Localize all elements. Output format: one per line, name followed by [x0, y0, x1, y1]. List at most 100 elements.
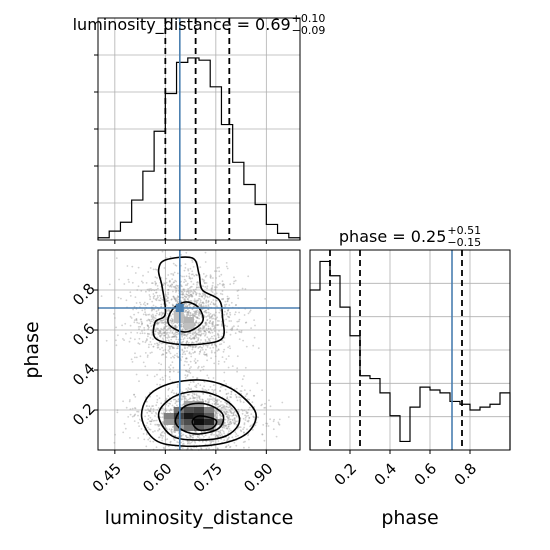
scatter-point — [185, 275, 188, 278]
scatter-point — [198, 286, 201, 288]
scatter-point — [234, 414, 237, 416]
scatter-point — [232, 414, 235, 416]
scatter-point — [205, 353, 208, 356]
scatter-point — [171, 428, 173, 431]
scatter-point — [214, 411, 217, 414]
scatter-point — [227, 316, 230, 318]
scatter-point — [253, 394, 256, 397]
scatter-point — [186, 346, 189, 349]
scatter-point — [155, 411, 157, 414]
scatter-point — [199, 334, 202, 337]
scatter-point — [195, 319, 198, 322]
scatter-point — [210, 398, 213, 401]
scatter-point — [139, 332, 142, 335]
scatter-point — [191, 314, 194, 316]
scatter-point — [161, 376, 164, 379]
scatter-point — [196, 317, 198, 319]
scatter-point — [217, 360, 220, 363]
scatter-point — [197, 322, 200, 325]
scatter-point — [210, 316, 213, 319]
scatter-point — [235, 304, 238, 306]
scatter-point — [230, 429, 232, 432]
scatter-point — [112, 313, 115, 315]
scatter-point — [210, 433, 212, 436]
scatter-point — [183, 396, 186, 399]
scatter-point — [150, 289, 153, 292]
scatter-point — [214, 399, 217, 401]
scatter-point — [199, 329, 202, 332]
scatter-point — [165, 339, 167, 342]
scatter-point — [160, 321, 163, 324]
scatter-point — [189, 314, 192, 317]
scatter-point — [199, 384, 202, 387]
scatter-point — [202, 392, 205, 395]
scatter-point — [212, 384, 215, 386]
scatter-point — [228, 418, 231, 421]
scatter-point — [133, 313, 136, 316]
scatter-point — [174, 285, 177, 288]
scatter-point — [235, 435, 237, 438]
scatter-point — [182, 332, 185, 335]
scatter-point — [221, 426, 224, 429]
scatter-point — [230, 320, 233, 322]
scatter-point — [164, 334, 167, 337]
scatter-point — [190, 280, 193, 283]
scatter-point — [183, 311, 186, 313]
scatter-point — [226, 427, 229, 430]
scatter-point — [193, 337, 196, 339]
scatter-point — [188, 367, 191, 370]
scatter-point — [135, 373, 138, 376]
density-cell — [183, 425, 194, 431]
scatter-point — [195, 273, 197, 276]
scatter-point — [256, 416, 259, 418]
scatter-point — [172, 304, 175, 307]
scatter-point — [172, 319, 174, 321]
scatter-point — [195, 321, 197, 324]
scatter-point — [156, 423, 158, 426]
scatter-point — [196, 394, 198, 397]
scatter-point — [187, 291, 190, 293]
scatter-point — [141, 309, 144, 312]
scatter-point — [201, 296, 204, 298]
scatter-point — [188, 371, 190, 374]
scatter-point — [223, 286, 226, 289]
scatter-point — [159, 368, 162, 371]
scatter-point — [216, 403, 219, 406]
scatter-point — [124, 322, 127, 325]
scatter-point — [150, 260, 152, 263]
scatter-point — [209, 274, 212, 277]
scatter-point — [156, 268, 158, 271]
scatter-point — [219, 390, 222, 392]
scatter-point — [141, 330, 143, 332]
scatter-point — [225, 303, 228, 306]
scatter-point — [184, 434, 187, 437]
scatter-point — [251, 428, 254, 431]
scatter-point — [142, 313, 145, 316]
scatter-point — [236, 328, 239, 331]
scatter-point — [240, 430, 243, 433]
x-tick-label: 0.90 — [240, 460, 276, 496]
scatter-point — [234, 304, 237, 307]
scatter-point — [191, 341, 194, 344]
scatter-point — [172, 335, 175, 338]
scatter-point — [198, 346, 201, 349]
scatter-point — [170, 428, 173, 431]
scatter-point — [159, 320, 162, 322]
scatter-point — [175, 284, 178, 287]
scatter-point — [219, 282, 221, 285]
scatter-point — [184, 267, 187, 269]
scatter-point — [213, 351, 216, 354]
scatter-point — [236, 415, 238, 418]
scatter-point — [196, 284, 198, 286]
scatter-point — [206, 295, 209, 298]
scatter-point — [183, 334, 186, 337]
scatter-point — [193, 315, 196, 318]
panel-title-minus: −0.15 — [447, 236, 481, 249]
scatter-point — [164, 400, 167, 402]
scatter-point — [189, 434, 192, 437]
scatter-point — [146, 324, 149, 326]
scatter-point — [233, 418, 236, 421]
scatter-point — [212, 346, 215, 349]
scatter-point — [170, 391, 173, 394]
scatter-point — [172, 329, 175, 331]
